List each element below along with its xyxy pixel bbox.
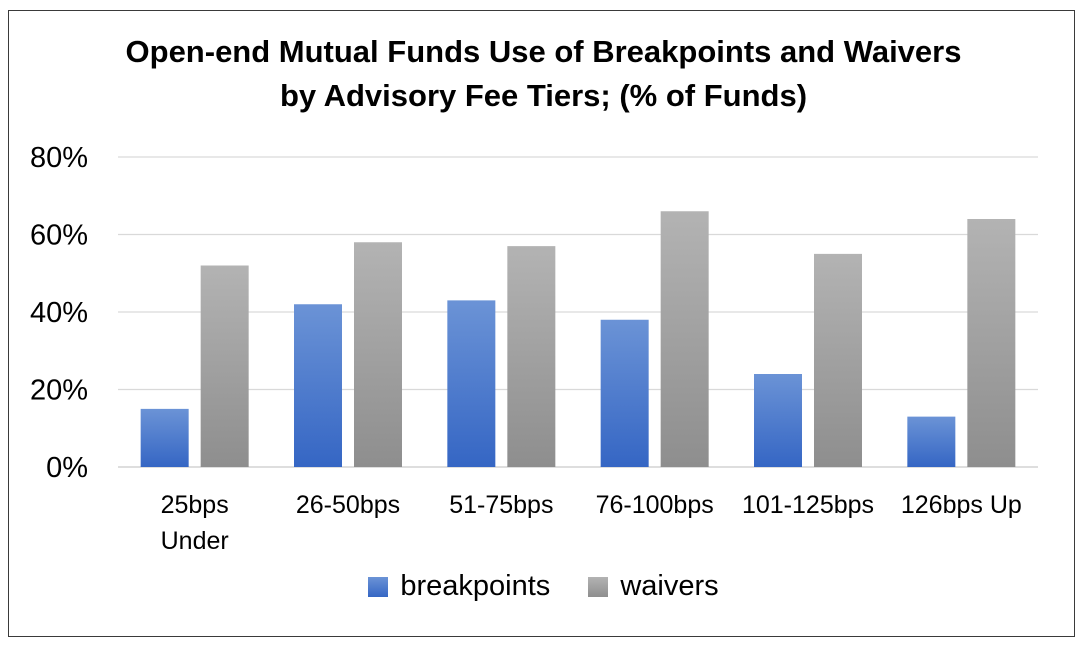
legend-item-breakpoints[interactable]: breakpoints <box>368 570 550 603</box>
chart-title: Open-end Mutual Funds Use of Breakpoints… <box>0 30 1087 118</box>
legend: breakpoints waivers <box>0 570 1087 603</box>
bar-breakpoints-1 <box>294 304 342 467</box>
x-tick-label: Under <box>161 527 229 555</box>
y-axis-tick-labels: 0% 20% 40% 60% 80% <box>30 142 88 484</box>
x-tick-label: 101-125bps <box>742 491 874 519</box>
y-tick-label: 60% <box>30 220 88 252</box>
bar-waivers-2 <box>507 246 556 467</box>
legend-swatch-waivers <box>588 576 609 597</box>
x-tick-label: 126bps Up <box>901 491 1022 519</box>
bar-waivers-4 <box>814 253 862 467</box>
y-tick-label: 20% <box>30 375 88 407</box>
y-tick-label: 80% <box>30 142 88 174</box>
legend-swatch-breakpoints <box>368 576 389 597</box>
y-tick-label: 0% <box>46 452 88 484</box>
bar-waivers-1 <box>354 242 402 467</box>
y-tick-label: 40% <box>30 297 88 329</box>
bar-breakpoints-4 <box>754 374 802 467</box>
bar-breakpoints-3 <box>600 319 649 467</box>
bar-breakpoints-2 <box>447 300 496 467</box>
chart-title-line-1: Open-end Mutual Funds Use of Breakpoints… <box>125 34 962 69</box>
legend-item-waivers[interactable]: waivers <box>588 570 719 603</box>
bar-breakpoints-0 <box>140 408 189 467</box>
bar-waivers-0 <box>200 265 249 467</box>
bar-waivers-3 <box>660 211 709 467</box>
x-tick-label: 25bps <box>161 491 229 519</box>
bar-waivers-5 <box>967 219 1016 467</box>
legend-label-breakpoints: breakpoints <box>400 570 551 602</box>
legend-label-waivers: waivers <box>620 570 719 602</box>
chart-title-line-2: by Advisory Fee Tiers; (% of Funds) <box>279 78 808 113</box>
x-axis-tick-labels: 25bps Under 26-50bps 51-75bps 76-100bps 101-1… <box>161 491 1022 555</box>
x-tick-label: 76-100bps <box>596 491 714 519</box>
gridlines <box>118 156 1038 468</box>
x-tick-label: 51-75bps <box>449 491 553 519</box>
x-tick-label: 26-50bps <box>296 491 400 519</box>
bars <box>140 211 1016 467</box>
bar-breakpoints-5 <box>907 416 956 467</box>
